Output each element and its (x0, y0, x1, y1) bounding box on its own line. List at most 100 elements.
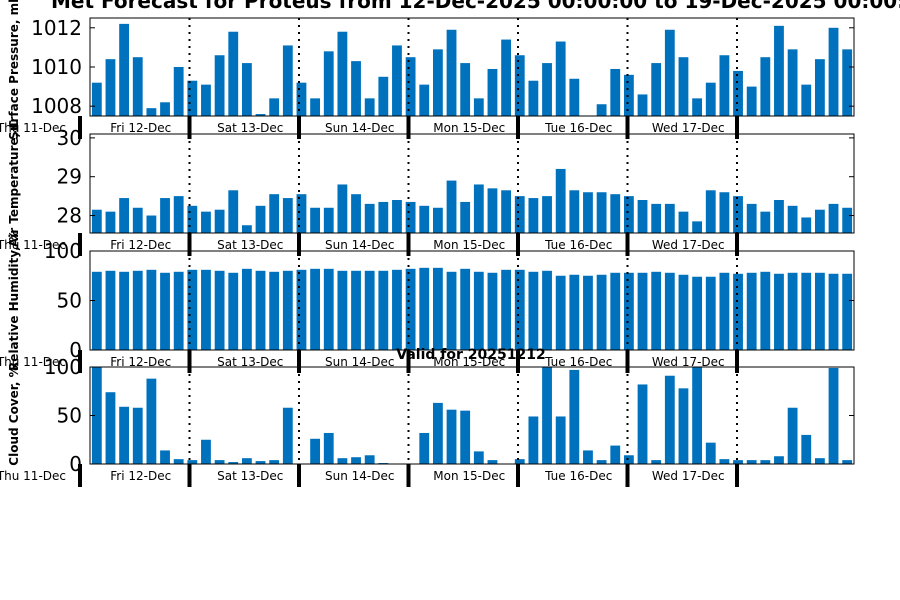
bar (214, 55, 225, 116)
bar (623, 272, 634, 350)
x-day-label: Tue 16-Dec (544, 469, 612, 483)
x-day-label: Sun 14-Dec (325, 121, 394, 135)
bar (801, 434, 812, 464)
bar (119, 23, 130, 116)
bar (555, 168, 566, 233)
bar (323, 432, 334, 464)
bar (296, 82, 307, 116)
bar-series (91, 367, 853, 464)
bar (705, 442, 716, 464)
bar (432, 402, 443, 464)
bar (173, 459, 184, 464)
bar (828, 367, 839, 464)
bar (610, 68, 621, 116)
bar (282, 198, 293, 233)
bar (814, 209, 825, 233)
bar (160, 272, 170, 350)
bar (146, 215, 157, 233)
bar (351, 194, 361, 233)
y-tick-label: 1012 (31, 16, 82, 40)
bar (228, 31, 239, 116)
bar (269, 271, 280, 350)
bar (364, 455, 375, 464)
x-day-label: Tue 16-Dec (544, 355, 612, 369)
bar (596, 274, 607, 350)
bar (201, 439, 211, 464)
y-axis-label: Surface Pressure, mb (7, 0, 21, 140)
bar (419, 84, 430, 116)
bar (555, 416, 566, 464)
bar (378, 270, 389, 350)
bar (664, 375, 675, 464)
bar (692, 276, 703, 350)
bar (419, 267, 430, 350)
x-day-label: Thu 11-Dec (0, 121, 66, 135)
bar (842, 49, 853, 116)
x-day-label: Sat 13-Dec (217, 121, 283, 135)
bar (801, 84, 812, 116)
y-tick-label: 29 (57, 165, 82, 189)
y-tick-label: 1008 (31, 94, 82, 118)
x-day-label: Fri 12-Dec (110, 469, 171, 483)
bar (828, 273, 839, 350)
bar (678, 388, 689, 464)
x-day-label: Sun 14-Dec (325, 238, 394, 252)
bar (774, 25, 784, 116)
bar (419, 205, 430, 233)
bar (828, 203, 839, 233)
bar (760, 271, 771, 350)
x-day-label: Thu 11-Dec (0, 238, 66, 252)
x-day-label: Thu 11-Dec (0, 469, 66, 483)
bar (173, 271, 184, 350)
bar (569, 274, 580, 350)
x-day-label: Sat 13-Dec (217, 355, 283, 369)
bar (351, 270, 361, 350)
bar (501, 190, 512, 233)
bar (119, 406, 130, 464)
bar (774, 200, 784, 233)
bar (446, 409, 457, 464)
bar (241, 458, 252, 464)
bar (146, 269, 157, 350)
x-day-label: Mon 15-Dec (433, 238, 505, 252)
bar (746, 86, 757, 116)
bar (91, 271, 102, 350)
bar (378, 76, 389, 116)
bar (473, 98, 484, 116)
bar (814, 272, 825, 350)
bar (596, 104, 607, 116)
figure-title: Met Forecast for Proteus from 12-Dec-202… (51, 0, 900, 13)
bar (310, 268, 321, 350)
bar (405, 201, 416, 233)
bar (282, 270, 293, 350)
bar (105, 270, 116, 350)
bar (323, 51, 334, 116)
bar (392, 45, 402, 116)
bar (310, 438, 321, 464)
y-tick-label: 1010 (31, 55, 82, 79)
bar (228, 462, 239, 464)
x-day-label: Sat 13-Dec (217, 238, 283, 252)
bar (228, 272, 239, 350)
bar (610, 445, 621, 464)
bar (501, 269, 512, 350)
bar (583, 275, 593, 350)
bar (528, 80, 539, 116)
x-day-label: Fri 12-Dec (110, 238, 171, 252)
bar (241, 268, 252, 350)
bar (733, 460, 743, 464)
bar (542, 367, 552, 464)
bar (187, 80, 198, 116)
bar (774, 456, 784, 464)
bar (269, 194, 280, 233)
bar (91, 209, 102, 233)
bar (91, 82, 102, 116)
bar (760, 211, 771, 233)
x-day-label: Tue 16-Dec (544, 121, 612, 135)
y-axis-label: Relative Humidity, % (7, 230, 21, 371)
panel-frame (89, 133, 855, 234)
x-day-label: Tue 16-Dec (544, 238, 612, 252)
